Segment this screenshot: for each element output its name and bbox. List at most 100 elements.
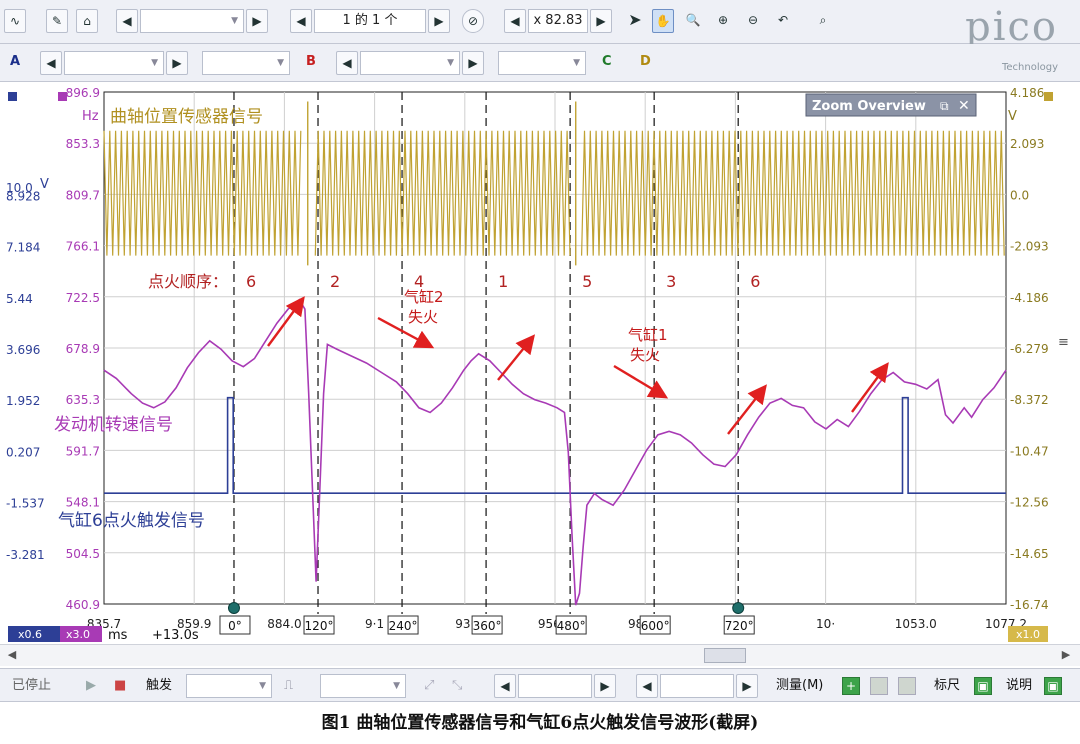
v-axis-ticks: 10.08.928 7.184 5.44 3.696 1.952 0.207 -1.537 -…	[6, 181, 45, 562]
hz-axis-tick: 678.9	[66, 342, 100, 356]
marker-label: 360°	[473, 619, 502, 633]
hz-axis-tick: 591.7	[66, 444, 100, 458]
pretrigger-next-icon[interactable]: ▶	[736, 674, 758, 698]
channel-toolbar: A ◀ ▶ B ◀ ▶ C D Technology	[0, 44, 1080, 82]
pen-icon[interactable]: ✎	[46, 9, 68, 33]
pretrigger-prev-icon[interactable]: ◀	[636, 674, 658, 698]
channel-b-coupling-select[interactable]	[498, 51, 586, 75]
right-axis-ticks: 4.186 2.093 0.0 -2.093 -4.186 -6.279 -8.372 -10…	[1010, 86, 1049, 612]
trigger-falling-icon[interactable]: ⤡	[452, 678, 463, 693]
notes-toggle-icon[interactable]: ▣	[1044, 677, 1062, 695]
v-axis-tick: -3.281	[6, 548, 45, 562]
hz-axis-tick: 722.5	[66, 291, 100, 305]
next-arrow-icon[interactable]: ▶	[246, 9, 268, 33]
channel-b-label[interactable]: B	[306, 54, 316, 69]
firing-order-cylinder: 6	[246, 272, 256, 291]
channel-a-label[interactable]: A	[10, 54, 21, 69]
hz-axis-ticks: 896.9 853.3 809.7 766.1 722.5 678.9 635.3 591.7…	[66, 86, 100, 612]
zoom-overview-panel[interactable]: Zoom Overview ⧉ ✕	[805, 93, 977, 117]
pico-logo: pico	[965, 4, 1058, 50]
right-axis-tick: -10.47	[1010, 444, 1049, 458]
channel-b-color-swatch	[58, 92, 67, 101]
waveform-icon[interactable]: ∿	[4, 9, 26, 33]
probe-b-value: x3.0	[66, 628, 90, 641]
edit-measure-icon[interactable]	[870, 677, 888, 695]
close-icon[interactable]: ✕	[958, 98, 970, 114]
rpm-signal-label: 发动机转速信号	[54, 415, 173, 435]
run-icon[interactable]: ▶	[86, 678, 96, 693]
scope-view[interactable]: 10.0 8.928 7.184 5.44 3.696 1.952 0.207 -1.537-…	[0, 84, 1080, 644]
marker-label-box	[723, 615, 755, 635]
trigger-mode-select[interactable]	[186, 674, 272, 698]
right-axis-tick: -4.186	[1010, 291, 1049, 305]
channel-c-label[interactable]: C	[602, 54, 612, 69]
channel-b-next-icon[interactable]: ▶	[462, 51, 484, 75]
channel-b-range-select[interactable]	[360, 51, 460, 75]
pretrigger-field[interactable]	[660, 674, 734, 698]
axis-scroll-handle-icon[interactable]: ≡	[1058, 335, 1069, 350]
v-axis-tick: 0.207	[6, 445, 40, 459]
stop-icon[interactable]: ■	[114, 678, 127, 693]
home-icon[interactable]: ⌂	[76, 9, 98, 33]
prev-arrow-icon[interactable]: ◀	[116, 9, 138, 33]
channel-a-next-icon[interactable]: ▶	[166, 51, 188, 75]
zoom-next-icon[interactable]: ▶	[590, 9, 612, 33]
zoom-icon[interactable]: 🔍	[685, 13, 701, 27]
firing-order-cylinder: 3	[666, 272, 676, 291]
channel-a-range-select[interactable]	[64, 51, 164, 75]
zoom-out-icon[interactable]: ⊖	[747, 13, 759, 27]
page-counter: 1 的 1 个	[314, 9, 426, 33]
x-axis-tick: 859.9	[177, 617, 211, 631]
channel-a-coupling-select[interactable]	[202, 51, 290, 75]
x-axis-offset: +13.0s	[152, 628, 199, 643]
delete-measure-icon[interactable]	[898, 677, 916, 695]
marker-label-box	[639, 615, 671, 635]
add-measure-icon[interactable]: +	[842, 677, 860, 695]
hz-axis-tick: 460.9	[66, 598, 100, 612]
undo-zoom-icon[interactable]: ↶	[777, 13, 789, 27]
ruler-toggle-icon[interactable]: ▣	[974, 677, 992, 695]
zoom-100-icon[interactable]: ⌕	[819, 13, 827, 27]
trigger-level-field[interactable]	[518, 674, 592, 698]
scope-plot[interactable]: 10.08.9287.1845.443.6961.9520.207-1.537-…	[0, 84, 1080, 644]
marker-label: 600°	[641, 619, 670, 633]
marker-label: 480°	[557, 619, 586, 633]
trigger-rising-icon[interactable]: ⤢	[424, 678, 435, 693]
scroll-left-icon[interactable]: ◀	[7, 648, 17, 661]
right-axis-tick: 2.093	[1010, 137, 1044, 151]
trend-arrow-4	[613, 364, 669, 399]
next-page-icon[interactable]: ▶	[428, 9, 450, 33]
trigger-level-next-icon[interactable]: ▶	[594, 674, 616, 698]
trigger-edge-icon[interactable]: ⎍	[284, 678, 294, 693]
x-axis-tick: 93·	[455, 617, 474, 631]
probe-d-value: x1.0	[1016, 628, 1040, 641]
prev-page-icon[interactable]: ◀	[290, 9, 312, 33]
trigger-level-prev-icon[interactable]: ◀	[494, 674, 516, 698]
horizontal-scrollbar[interactable]: ◀ ▶	[0, 644, 1080, 666]
channel-d-label[interactable]: D	[640, 54, 651, 69]
trigger-channel-select[interactable]	[320, 674, 406, 698]
zoom-prev-icon[interactable]: ◀	[504, 9, 526, 33]
trigger-signal-label: 气缸6点火触发信号	[58, 510, 205, 531]
scroll-thumb[interactable]	[704, 648, 746, 663]
trend-arrow-1	[267, 296, 305, 347]
channel-b-prev-icon[interactable]: ◀	[336, 51, 358, 75]
cyl2-misfire-label-line1: 气缸2	[404, 288, 444, 306]
series-trigger-line	[104, 396, 1006, 494]
trend-arrows	[267, 296, 889, 435]
x-axis-tick: 1053.0	[895, 617, 937, 631]
timebase-select[interactable]	[140, 9, 244, 33]
channel-a-prev-icon[interactable]: ◀	[40, 51, 62, 75]
x-axis-tick: 10·	[816, 617, 835, 631]
cursor-arrow-icon[interactable]: ➤	[628, 10, 642, 29]
scroll-right-icon[interactable]: ▶	[1061, 648, 1071, 661]
hz-axis-tick: 853.3	[66, 137, 100, 151]
zoom-value: x 82.83	[528, 9, 588, 33]
restore-icon[interactable]: ⧉	[940, 99, 949, 113]
compass-icon[interactable]: ⊘	[462, 9, 484, 33]
crank-signal-path	[103, 130, 1005, 256]
hand-tool-icon[interactable]: ✋	[652, 9, 674, 33]
x-axis-tick: 9·1	[365, 617, 384, 631]
status-bar: 已停止 ▶ ■ 触发 ⎍ ⤢ ⤡ ◀ ▶ ◀ ▶ 测量(M) + 标尺 ▣ 说明…	[0, 668, 1080, 702]
zoom-in-icon[interactable]: ⊕	[717, 13, 729, 27]
